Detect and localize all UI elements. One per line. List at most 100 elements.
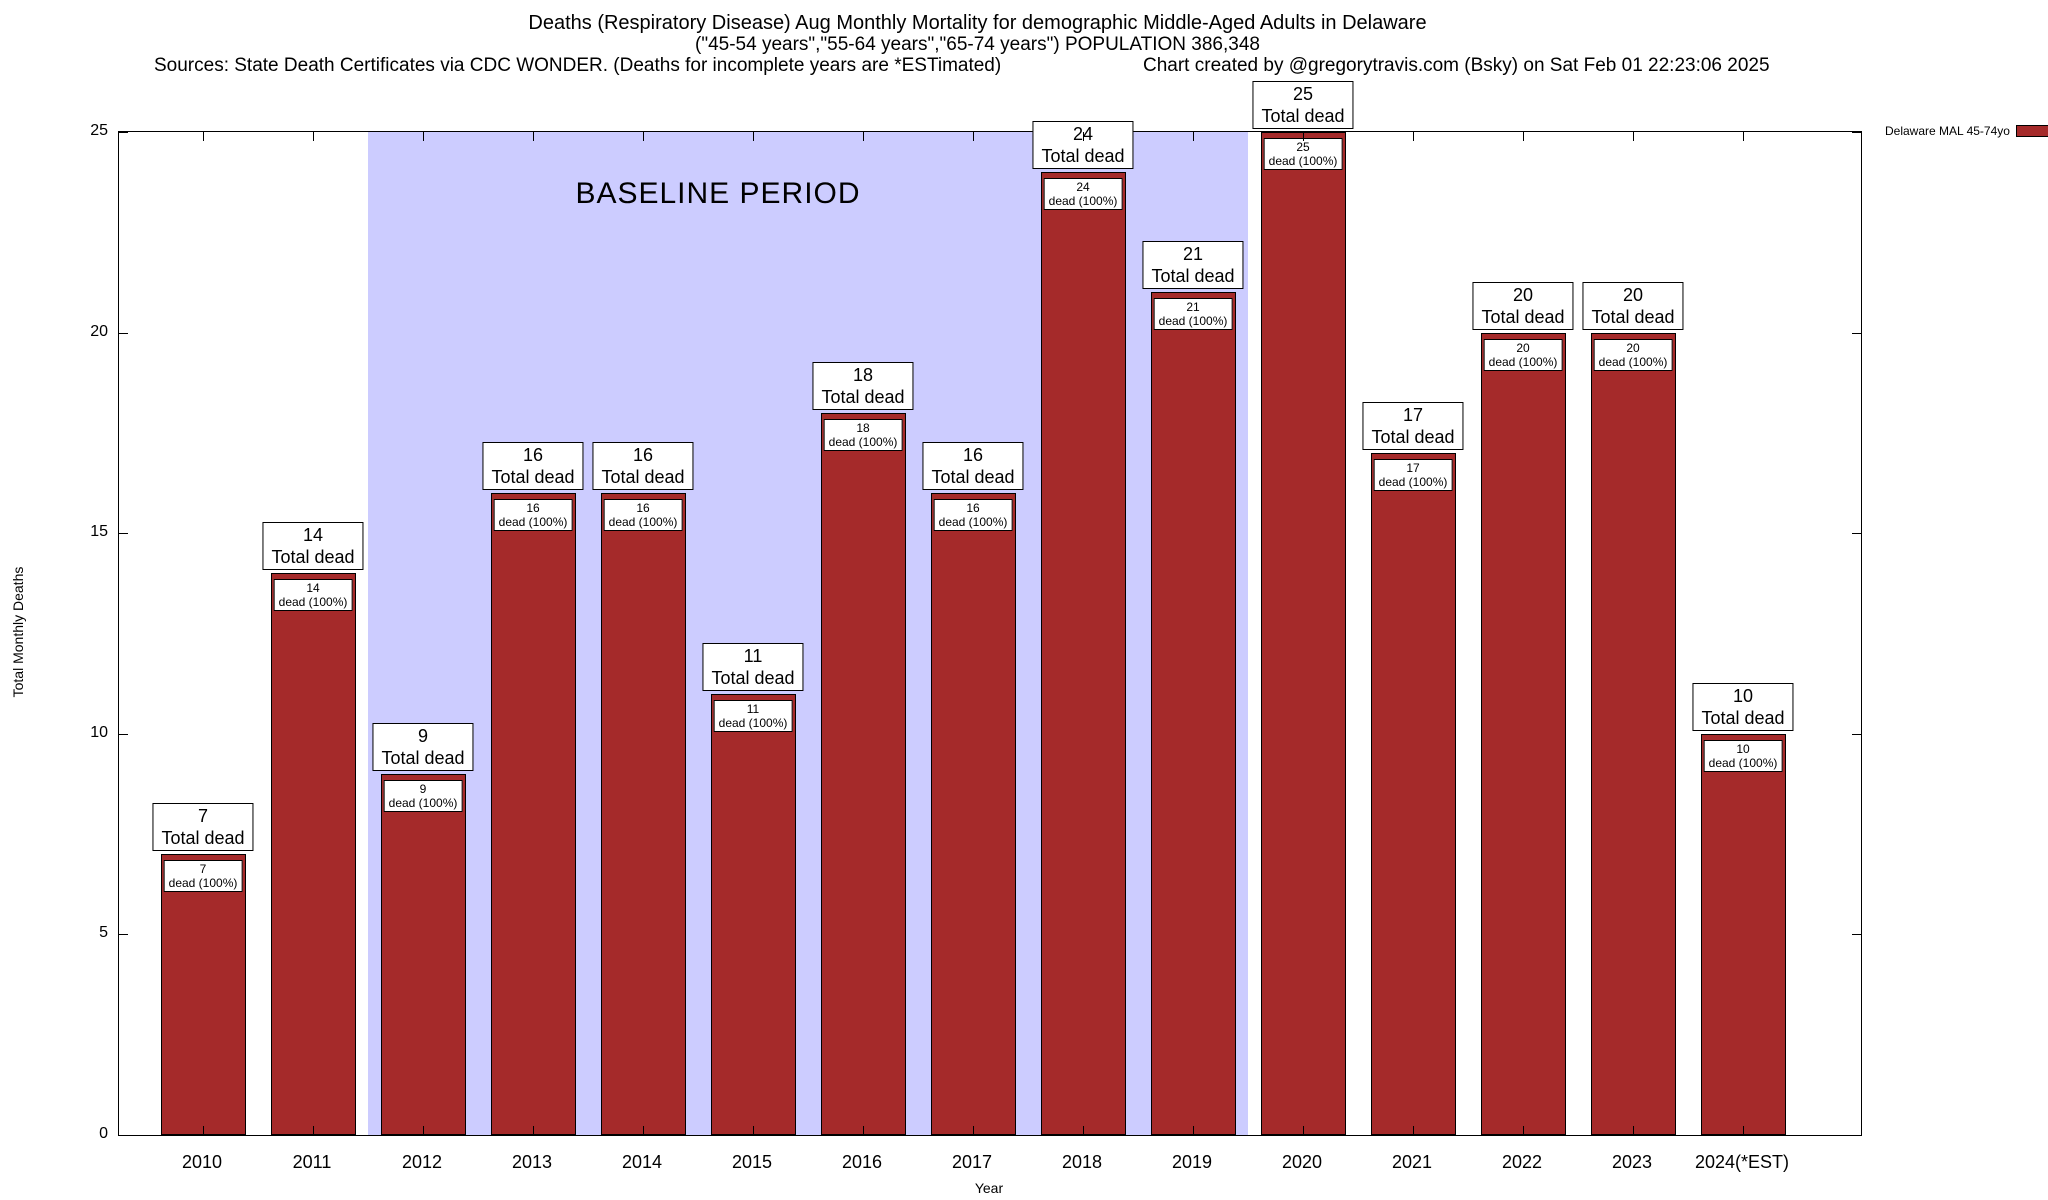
caption-line: Total dead (1701, 708, 1785, 728)
bar-total-label: 14 Total dead (262, 522, 364, 570)
x-tick-mark (533, 1126, 534, 1135)
x-tick-mark (1193, 1126, 1194, 1135)
value-line: 20 (1622, 285, 1644, 305)
x-tick-label: 2013 (511, 1152, 553, 1172)
x-tick-mark (313, 132, 314, 141)
bar-inside-label: 24 dead (100%) (1043, 178, 1123, 210)
x-tick-label: 2015 (731, 1152, 773, 1172)
chart-title-line1: Deaths (Respiratory Disease) Aug Monthly… (528, 12, 1427, 34)
value-line: 25 (1292, 84, 1314, 104)
x-tick-mark (973, 132, 974, 141)
caption-line: Total dead (1591, 307, 1675, 327)
x-tick-mark (1193, 132, 1194, 141)
bar-total-label: 20 Total dead (1582, 282, 1684, 330)
x-tick-mark (313, 1126, 314, 1135)
bar-inside-label: 10 dead (100%) (1703, 740, 1783, 772)
value-line: 7 (199, 862, 207, 876)
value-line: 16 (632, 445, 654, 465)
value-line: 20 (1512, 285, 1534, 305)
credit-note: Chart created by @gregorytravis.com (Bsk… (1143, 55, 1770, 76)
x-tick-mark (1633, 1126, 1634, 1135)
value-line: 20 (1626, 341, 1640, 355)
caption-line: Total dead (1151, 266, 1235, 286)
value-line: 16 (966, 501, 980, 515)
bar-total-label: 24 Total dead (1032, 121, 1134, 169)
y-tick-mark (1852, 1135, 1861, 1136)
bar-total-label: 21 Total dead (1142, 241, 1244, 289)
y-tick-label: 5 (99, 924, 108, 942)
bar (1700, 734, 1786, 1135)
bar (1260, 132, 1346, 1135)
x-tick-mark (1083, 1126, 1084, 1135)
legend-swatch (2015, 125, 2048, 137)
x-tick-mark (423, 132, 424, 141)
x-tick-mark (753, 1126, 754, 1135)
y-tick-mark (1852, 733, 1861, 735)
bar (1590, 333, 1676, 1135)
y-tick-mark (119, 533, 128, 535)
caption-line: Total dead (931, 467, 1015, 487)
bar-inside-label: 20 dead (100%) (1483, 339, 1563, 371)
y-axis-title: Total Monthly Deaths (10, 566, 26, 698)
legend: Delaware MAL 45-74yo (1885, 124, 2048, 138)
caption-line: Total dead (271, 547, 355, 567)
bar (380, 774, 466, 1135)
x-tick-label: 2020 (1281, 1152, 1323, 1172)
caption-line: Total dead (161, 828, 245, 848)
bar-inside-label: 16 dead (100%) (603, 499, 683, 531)
bar (930, 493, 1016, 1135)
y-tick-mark (1852, 332, 1861, 334)
x-tick-mark (863, 1126, 864, 1135)
caption-line: Total dead (381, 748, 465, 768)
bar-total-label: 18 Total dead (812, 362, 914, 410)
plot-area: BASELINE PERIOD 7 dead (100%) 7 Total dead 14… (118, 81, 1862, 1136)
value-line: 17 (1406, 461, 1420, 475)
x-tick-mark (863, 132, 864, 141)
caption-line: dead (100%) (168, 876, 238, 890)
caption-line: dead (100%) (278, 595, 348, 609)
caption-line: dead (100%) (1488, 355, 1558, 369)
caption-line: Total dead (821, 387, 905, 407)
legend-label: Delaware MAL 45-74yo (1885, 124, 2010, 138)
x-tick-mark (1083, 132, 1084, 141)
bar-inside-label: 25 dead (100%) (1263, 138, 1343, 170)
x-tick-mark (1413, 132, 1414, 141)
y-tick-mark (1852, 132, 1861, 133)
caption-line: dead (100%) (938, 515, 1008, 529)
value-line: 9 (419, 782, 427, 796)
x-tick-label: 2024(*EST) (1694, 1152, 1790, 1172)
y-tick-mark (1852, 533, 1861, 535)
bar-total-label: 11 Total dead (702, 643, 804, 691)
bar (1150, 292, 1236, 1135)
x-tick-label: 2011 (292, 1152, 332, 1172)
x-tick-mark (753, 132, 754, 141)
value-line: 16 (962, 445, 984, 465)
x-tick-label: 2010 (181, 1152, 223, 1172)
x-tick-label: 2023 (1611, 1152, 1653, 1172)
x-tick-label: 2021 (1391, 1152, 1433, 1172)
bar-total-label: 25 Total dead (1252, 81, 1354, 129)
y-tick-mark (119, 733, 128, 735)
bar-total-label: 7 Total dead (152, 803, 254, 851)
bar (600, 493, 686, 1135)
x-tick-mark (1743, 132, 1744, 141)
caption-line: Total dead (1371, 427, 1455, 447)
x-tick-mark (533, 132, 534, 141)
bar-inside-label: 21 dead (100%) (1153, 298, 1233, 330)
value-line: 21 (1186, 300, 1200, 314)
x-tick-mark (1523, 132, 1524, 141)
value-line: 21 (1182, 244, 1204, 264)
caption-line: dead (100%) (1158, 314, 1228, 328)
value-line: 10 (1732, 686, 1754, 706)
x-tick-label: 2016 (841, 1152, 883, 1172)
bar-total-label: 16 Total dead (482, 442, 584, 490)
value-line: 14 (306, 581, 320, 595)
y-tick-label: 20 (90, 322, 108, 340)
x-tick-mark (973, 1126, 974, 1135)
value-line: 16 (636, 501, 650, 515)
caption-line: dead (100%) (1378, 475, 1448, 489)
baseline-period-label: BASELINE PERIOD (575, 177, 861, 210)
bar-inside-label: 9 dead (100%) (383, 780, 463, 812)
caption-line: Total dead (601, 467, 685, 487)
